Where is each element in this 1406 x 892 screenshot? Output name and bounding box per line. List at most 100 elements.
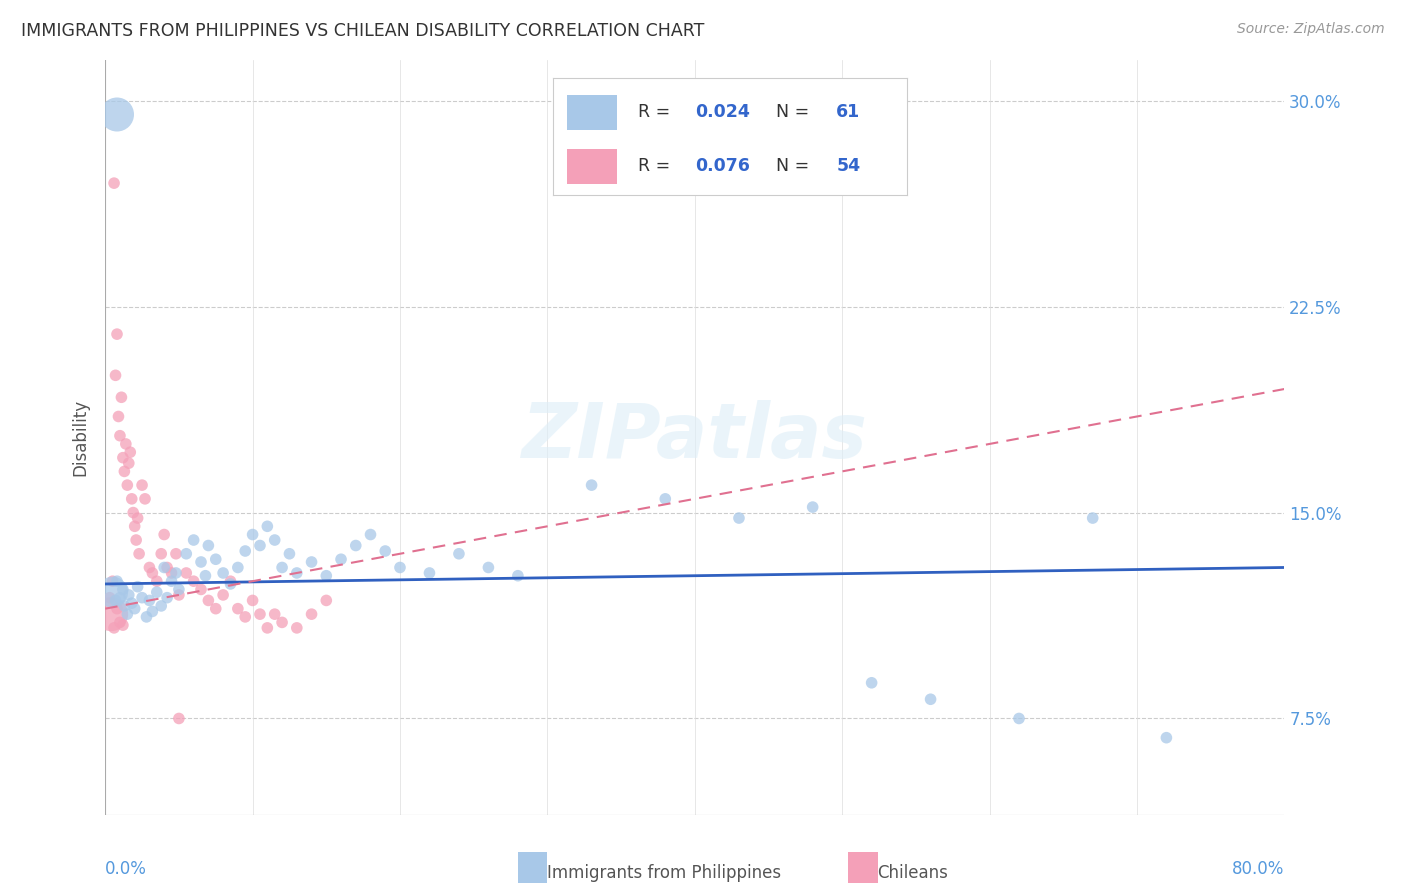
Text: Source: ZipAtlas.com: Source: ZipAtlas.com bbox=[1237, 22, 1385, 37]
Point bbox=[135, 610, 157, 624]
Point bbox=[153, 527, 176, 541]
Point bbox=[122, 506, 145, 520]
Point bbox=[233, 610, 256, 624]
Point bbox=[101, 585, 124, 599]
Point bbox=[249, 607, 271, 622]
Point bbox=[1156, 731, 1178, 745]
Point bbox=[418, 566, 440, 580]
Point bbox=[138, 593, 160, 607]
Point bbox=[190, 555, 212, 569]
Point bbox=[197, 593, 219, 607]
Point bbox=[271, 560, 294, 574]
Point bbox=[344, 539, 367, 553]
Point bbox=[204, 552, 226, 566]
Point bbox=[374, 544, 396, 558]
Point bbox=[141, 566, 163, 580]
Point bbox=[124, 519, 146, 533]
Point bbox=[110, 390, 132, 404]
Point bbox=[167, 711, 190, 725]
Point bbox=[219, 577, 242, 591]
Point bbox=[285, 566, 308, 580]
Point bbox=[107, 409, 129, 424]
Point bbox=[1008, 711, 1031, 725]
Point bbox=[204, 601, 226, 615]
Point bbox=[226, 560, 249, 574]
Point bbox=[167, 588, 190, 602]
Point bbox=[249, 539, 271, 553]
Point bbox=[233, 544, 256, 558]
Point bbox=[174, 566, 197, 580]
Text: IMMIGRANTS FROM PHILIPPINES VS CHILEAN DISABILITY CORRELATION CHART: IMMIGRANTS FROM PHILIPPINES VS CHILEAN D… bbox=[21, 22, 704, 40]
Text: ZIPatlas: ZIPatlas bbox=[522, 401, 868, 474]
Point bbox=[128, 547, 150, 561]
Point bbox=[108, 428, 131, 442]
Text: Immigrants from Philippines: Immigrants from Philippines bbox=[547, 863, 782, 881]
Point bbox=[212, 566, 235, 580]
Point bbox=[242, 593, 264, 607]
Point bbox=[160, 566, 183, 580]
Point bbox=[388, 560, 411, 574]
Point bbox=[124, 601, 146, 615]
Point bbox=[190, 582, 212, 597]
Point bbox=[150, 599, 173, 613]
Point bbox=[447, 547, 470, 561]
Point bbox=[183, 574, 205, 589]
Point bbox=[118, 456, 141, 470]
Point bbox=[174, 547, 197, 561]
Point bbox=[263, 607, 285, 622]
Point bbox=[150, 547, 173, 561]
Point bbox=[183, 533, 205, 547]
Point bbox=[108, 615, 131, 630]
Point bbox=[115, 437, 138, 451]
Point bbox=[104, 368, 127, 383]
Point bbox=[156, 591, 179, 605]
Point bbox=[226, 601, 249, 615]
Point bbox=[131, 591, 153, 605]
Point bbox=[301, 555, 323, 569]
Point bbox=[728, 511, 751, 525]
Point bbox=[100, 607, 122, 622]
Point bbox=[105, 574, 128, 589]
Text: Chileans: Chileans bbox=[877, 863, 949, 881]
Point bbox=[117, 607, 139, 622]
Point bbox=[160, 574, 183, 589]
Bar bbox=[848, 853, 877, 882]
Point bbox=[212, 588, 235, 602]
Point bbox=[120, 445, 142, 459]
Point bbox=[117, 478, 139, 492]
Text: 0.0%: 0.0% bbox=[105, 860, 148, 878]
Point bbox=[581, 478, 603, 492]
Point bbox=[127, 580, 149, 594]
Point bbox=[165, 566, 187, 580]
Point bbox=[105, 601, 128, 615]
Point bbox=[121, 596, 143, 610]
Point bbox=[315, 568, 337, 582]
Point bbox=[127, 511, 149, 525]
Point bbox=[138, 560, 160, 574]
Point bbox=[330, 552, 353, 566]
Point bbox=[146, 585, 169, 599]
Point bbox=[654, 491, 676, 506]
Point bbox=[111, 582, 134, 597]
Point bbox=[153, 560, 176, 574]
Point bbox=[108, 591, 131, 605]
Y-axis label: Disability: Disability bbox=[72, 399, 89, 475]
Point bbox=[801, 500, 824, 514]
Point bbox=[104, 593, 127, 607]
Point bbox=[121, 491, 143, 506]
Point bbox=[256, 621, 278, 635]
Point bbox=[1081, 511, 1104, 525]
Point bbox=[271, 615, 294, 630]
Point bbox=[111, 450, 134, 465]
Point bbox=[105, 107, 128, 121]
Point bbox=[141, 604, 163, 618]
Point bbox=[112, 464, 135, 478]
Point bbox=[256, 519, 278, 533]
Point bbox=[506, 568, 529, 582]
Point bbox=[103, 621, 125, 635]
Point bbox=[167, 582, 190, 597]
Point bbox=[278, 547, 301, 561]
Point bbox=[165, 547, 187, 561]
Point bbox=[315, 593, 337, 607]
Point bbox=[301, 607, 323, 622]
